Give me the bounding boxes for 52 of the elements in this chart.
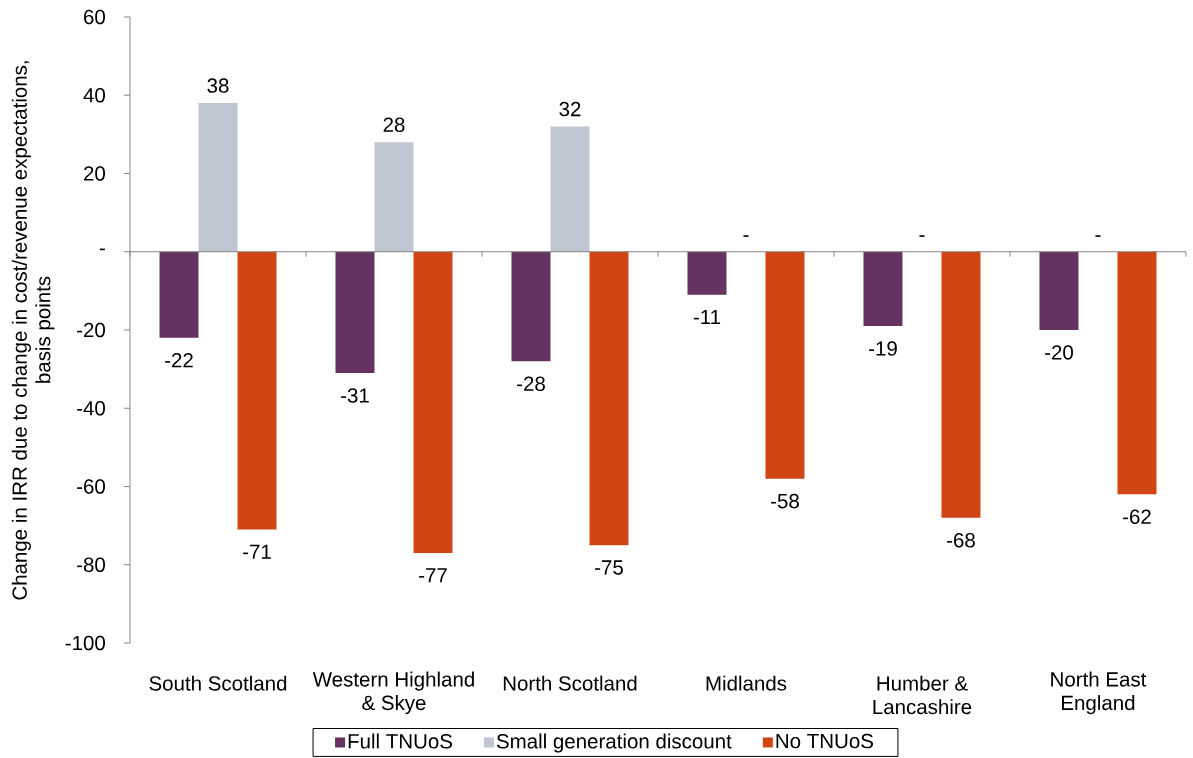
bar	[335, 251, 375, 374]
data-label: -75	[595, 560, 623, 575]
data-label: -71	[243, 544, 271, 559]
x-tick-label: North East England	[1051, 671, 1147, 715]
data-label: -58	[771, 493, 799, 509]
data-label: 32	[559, 101, 581, 117]
legend-label: Full TNUoS	[348, 733, 453, 749]
data-label: -68	[947, 532, 975, 548]
bar	[863, 251, 903, 327]
legend-label: No TNUoS	[776, 733, 873, 749]
data-label: -	[919, 235, 925, 237]
bar	[589, 251, 629, 546]
data-label: -77	[419, 568, 447, 583]
bar	[765, 251, 805, 479]
bar	[413, 251, 453, 553]
x-tick-label: Western Highland & Skye	[312, 671, 474, 715]
bar	[374, 142, 414, 252]
bar	[511, 251, 551, 362]
x-tick-label: North Scotland	[503, 675, 637, 691]
data-label: -20	[1045, 345, 1073, 360]
y-tick-label: -80	[77, 557, 105, 572]
data-label: -22	[165, 353, 193, 368]
data-label: -19	[869, 341, 897, 356]
data-label: -31	[341, 388, 369, 403]
y-tick-label: -40	[77, 400, 105, 416]
bar	[1039, 251, 1079, 330]
y-tick-label: 40	[83, 87, 105, 103]
data-label: 28	[383, 117, 405, 132]
data-label: -	[1095, 235, 1101, 237]
bar	[198, 103, 238, 252]
bar	[1117, 251, 1157, 495]
x-tick-label: Midlands	[706, 675, 787, 691]
y-tick-label: -60	[77, 479, 105, 494]
data-label: 38	[207, 78, 229, 93]
legend-label: Small generation discount	[496, 733, 732, 753]
y-tick-label: -	[99, 248, 105, 251]
data-label: -11	[693, 309, 721, 325]
bar	[159, 251, 199, 338]
y-tick-label: 60	[84, 9, 105, 25]
bar	[550, 126, 590, 252]
y-tick-label: -100	[65, 635, 105, 651]
bar	[687, 251, 727, 295]
bar	[941, 251, 981, 518]
x-tick-label: Humber & Lancashire	[873, 675, 972, 715]
y-tick-label: -20	[77, 322, 105, 338]
y-axis-title: Change in IRR due to change in cost/revenue expectations, basis points	[11, 61, 55, 600]
y-tick-label: 20	[84, 166, 105, 181]
bar	[237, 251, 277, 530]
data-label: -62	[1123, 509, 1151, 525]
data-label: -	[743, 235, 749, 237]
x-tick-label: South Scotland	[149, 675, 287, 691]
data-label: -28	[517, 376, 545, 391]
